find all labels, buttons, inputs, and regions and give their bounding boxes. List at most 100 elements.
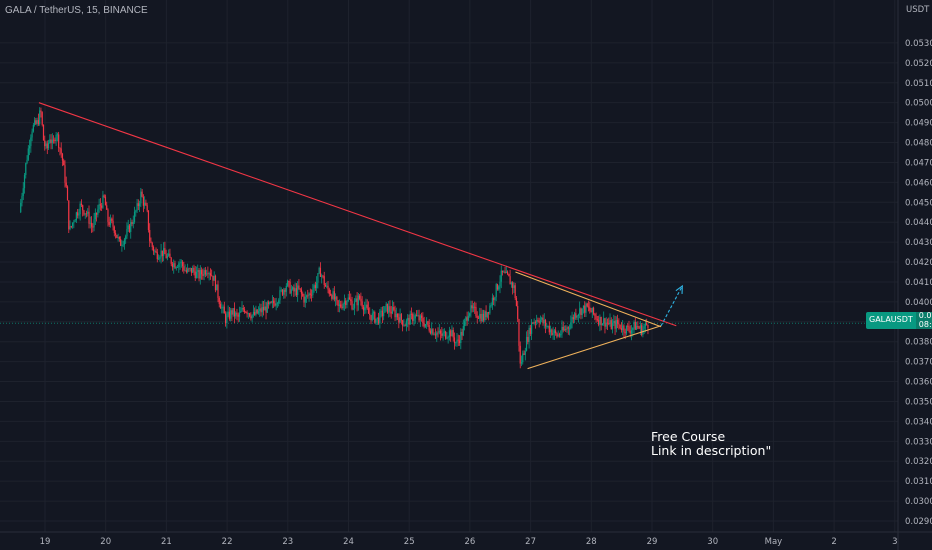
candle-body	[146, 205, 148, 211]
candle-body	[350, 299, 352, 302]
x-tick-label: 25	[404, 537, 415, 547]
x-tick-label: 20	[100, 537, 111, 547]
candle-body	[68, 200, 70, 230]
candle-body	[299, 288, 301, 290]
trendline-main-resistance[interactable]	[38, 102, 677, 327]
candle-body	[531, 322, 533, 334]
price-values: 0.03893 08:36	[915, 311, 932, 329]
candle-body	[89, 222, 91, 224]
candle-body	[332, 291, 334, 299]
candle-body	[391, 307, 394, 314]
x-tick-label: May	[765, 537, 783, 547]
candle-body	[211, 275, 213, 277]
candle-body	[524, 350, 526, 355]
candle-body	[318, 267, 320, 274]
candle-body	[232, 308, 234, 315]
candle-body	[289, 281, 291, 294]
candle-body	[231, 310, 233, 315]
candle-body	[418, 315, 420, 321]
candle-body	[47, 142, 50, 149]
candle-body	[152, 247, 155, 252]
candle-body	[197, 270, 199, 272]
candle-body	[241, 308, 243, 312]
candle-body	[408, 317, 410, 325]
candle-body	[61, 153, 64, 161]
candle-body	[488, 312, 490, 314]
candle-body	[419, 315, 421, 321]
candle-body	[639, 325, 641, 329]
candle-body	[596, 319, 598, 321]
candle-body	[498, 286, 500, 290]
candle-body	[570, 322, 572, 329]
candle-body	[508, 273, 510, 277]
candle-body	[355, 298, 357, 302]
candle-body	[247, 313, 249, 315]
trendline-breakout-arrow[interactable]	[660, 285, 683, 327]
trendline-triangle-lower[interactable]	[527, 325, 662, 370]
candle-body	[114, 232, 117, 235]
candle-body	[475, 307, 477, 317]
candle-body	[84, 213, 86, 215]
candle-body	[462, 325, 464, 336]
candle-body	[60, 148, 62, 154]
candle-body	[370, 315, 372, 321]
candle-body	[135, 210, 137, 212]
candle-body	[50, 139, 52, 144]
candle-body	[453, 337, 456, 344]
candle-body	[49, 139, 51, 143]
candle-body	[262, 307, 265, 311]
candle-body	[574, 313, 576, 320]
candle-body	[353, 301, 356, 309]
candle-body	[107, 209, 109, 222]
candle-body	[361, 301, 363, 307]
candle-body	[274, 303, 276, 306]
candle-body	[606, 322, 609, 324]
candle-body	[466, 317, 468, 321]
candle-body	[26, 159, 28, 164]
candle-body	[131, 222, 133, 224]
candle-body	[452, 330, 454, 338]
candle-body	[437, 332, 439, 334]
x-tick-label: 23	[282, 537, 293, 547]
trendline-triangle-upper[interactable]	[515, 271, 662, 328]
candle-body	[42, 124, 45, 141]
candle-body	[137, 203, 139, 207]
candle-body	[605, 322, 607, 327]
candle-body	[512, 282, 514, 288]
candle-body	[409, 313, 411, 325]
candle-body	[254, 311, 256, 315]
candle-body	[374, 312, 376, 323]
candle-body	[249, 313, 251, 317]
candle-body	[127, 225, 129, 230]
candle-body	[126, 229, 128, 237]
candle-body	[312, 289, 314, 296]
candle-body	[510, 282, 512, 285]
x-tick-label: 29	[647, 537, 658, 547]
candle-body	[519, 345, 521, 364]
candle-body	[635, 326, 638, 330]
candle-body	[534, 322, 537, 323]
candle-body	[226, 315, 228, 324]
candle-body	[589, 307, 591, 311]
candle-body	[333, 291, 335, 300]
candle-body	[560, 334, 562, 336]
candle-body	[214, 275, 217, 291]
candle-body	[173, 263, 175, 268]
candle-body	[179, 262, 181, 264]
candle-body	[317, 273, 319, 283]
candle-body	[503, 271, 505, 273]
candle-body	[308, 293, 310, 296]
candle-body	[294, 288, 296, 292]
candle-body	[348, 297, 351, 300]
y-tick-label: 0.03000	[905, 497, 932, 507]
x-tick-label: 26	[464, 537, 475, 547]
y-tick-label: 0.04100	[905, 278, 932, 288]
candle-body	[563, 328, 566, 331]
candle-body	[491, 297, 494, 306]
y-tick-label: 0.03100	[905, 477, 932, 487]
annotation-line-1: Free Course	[651, 429, 726, 444]
y-tick-label: 0.03500	[905, 397, 932, 407]
candle-body	[575, 313, 577, 318]
candle-body	[238, 312, 241, 317]
